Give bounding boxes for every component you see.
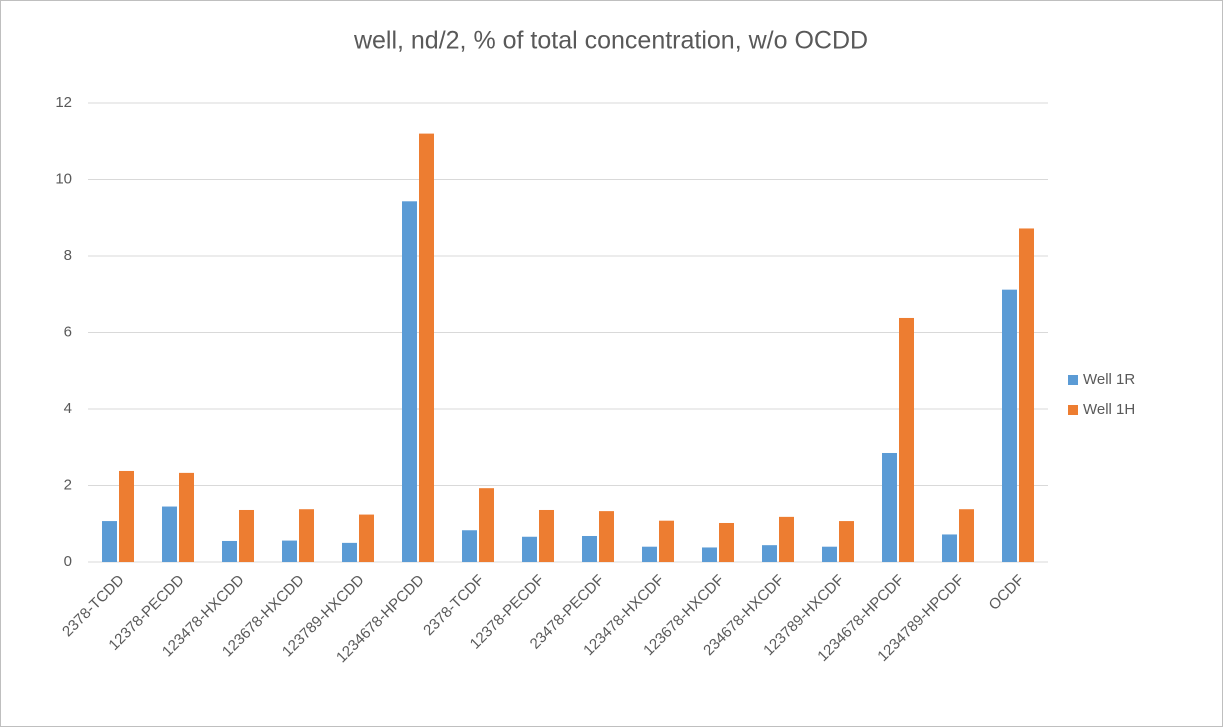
bar	[282, 540, 297, 562]
y-tick-label: 2	[64, 476, 72, 493]
bar	[959, 509, 974, 562]
bar	[882, 452, 897, 562]
bar	[342, 542, 357, 562]
bar	[899, 317, 914, 562]
legend-label: Well 1R	[1083, 371, 1135, 388]
y-tick-label: 8	[64, 247, 72, 264]
y-tick-label: 4	[64, 400, 72, 417]
bar	[522, 536, 537, 562]
bar	[359, 514, 374, 562]
bar	[1002, 289, 1017, 562]
bar	[839, 521, 854, 562]
bar	[299, 509, 314, 562]
bar	[162, 506, 177, 562]
y-tick-label: 0	[64, 553, 72, 570]
bar	[719, 522, 734, 562]
bar	[1019, 228, 1034, 562]
legend-label: Well 1H	[1083, 401, 1135, 418]
bar	[479, 488, 494, 562]
bar	[239, 509, 254, 562]
bar	[419, 133, 434, 562]
bar	[822, 546, 837, 562]
bar	[539, 509, 554, 562]
y-tick-label: 10	[55, 170, 72, 187]
y-tick-label: 12	[55, 94, 72, 111]
bar	[599, 511, 614, 562]
bar	[119, 470, 134, 562]
bar	[942, 534, 957, 562]
bar	[702, 547, 717, 562]
bar	[582, 535, 597, 562]
bar	[222, 540, 237, 562]
bar	[779, 516, 794, 562]
bar	[762, 545, 777, 562]
bar	[659, 520, 674, 562]
bar	[179, 472, 194, 562]
legend-swatch	[1068, 405, 1078, 415]
bar	[102, 521, 117, 562]
bar	[462, 530, 477, 562]
y-tick-label: 6	[64, 323, 72, 340]
legend-swatch	[1068, 375, 1078, 385]
bar	[642, 546, 657, 562]
bar	[402, 201, 417, 563]
chart-title: well, nd/2, % of total concentration, w/…	[353, 27, 868, 55]
